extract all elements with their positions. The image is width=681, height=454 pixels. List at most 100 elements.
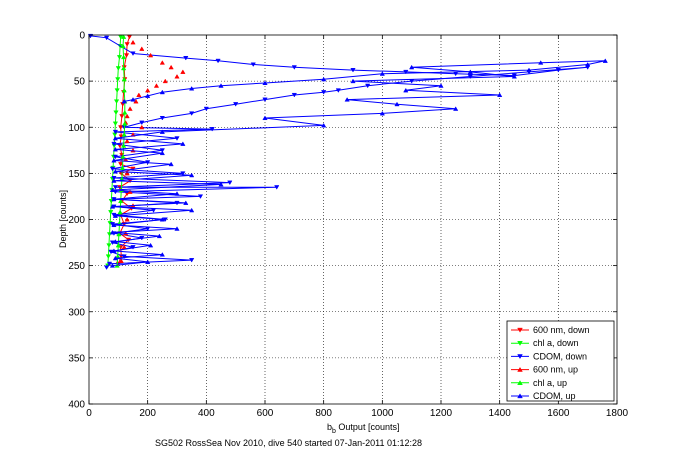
data-point — [111, 141, 117, 147]
data-point — [189, 207, 195, 213]
legend: 600 nm, down chl a, down CDOM, down 600 nm,… — [506, 320, 615, 402]
x-tick-label: 600 — [257, 408, 274, 419]
legend-marker — [517, 327, 523, 333]
data-point — [538, 60, 544, 65]
data-point — [403, 87, 409, 93]
data-point — [111, 222, 117, 228]
data-point — [291, 92, 297, 98]
data-point — [156, 233, 163, 239]
data-point — [116, 231, 122, 237]
x-tick-label: 800 — [315, 408, 332, 419]
x-tick-label: 200 — [139, 408, 156, 419]
data-point — [118, 162, 124, 167]
x-axis-title-rest: Output [counts] — [336, 422, 400, 432]
data-point — [136, 92, 142, 97]
legend-marker — [517, 354, 523, 360]
data-point — [118, 258, 124, 264]
data-point — [145, 87, 151, 93]
data-point — [115, 77, 121, 82]
data-point — [262, 97, 268, 103]
data-point — [120, 154, 126, 159]
data-point — [113, 99, 120, 104]
legend-label: 600 nm, up — [533, 365, 578, 375]
y-tick-label: 0 — [79, 31, 85, 42]
data-point — [321, 90, 327, 95]
data-point — [124, 42, 130, 47]
legend-label: 600 nm, down — [533, 325, 590, 335]
data-point — [174, 191, 180, 196]
data-point — [189, 86, 195, 91]
data-point — [122, 121, 128, 126]
data-point — [209, 127, 215, 132]
data-point — [112, 129, 119, 135]
x-tick-label: 1400 — [489, 408, 512, 419]
data-point — [218, 83, 224, 88]
data-point — [106, 261, 113, 267]
data-point — [291, 65, 297, 70]
data-point — [115, 66, 121, 71]
data-point — [109, 187, 116, 192]
y-tick-label: 300 — [68, 307, 85, 318]
legend-marker — [517, 366, 523, 372]
data-point — [112, 213, 119, 218]
x-axis-title-subscript: b — [332, 428, 336, 435]
data-point — [111, 196, 117, 202]
data-point — [585, 62, 591, 67]
series-600-nm-up — [118, 39, 186, 264]
data-point — [120, 43, 126, 49]
data-point — [112, 169, 119, 174]
legend-label: CDOM, down — [533, 351, 587, 361]
data-point — [103, 35, 110, 41]
data-point — [111, 178, 117, 183]
data-point — [183, 56, 189, 61]
x-tick-label: 400 — [198, 408, 215, 419]
data-point — [321, 122, 327, 128]
data-point — [127, 189, 133, 194]
data-point — [159, 150, 165, 156]
data-point — [112, 135, 119, 141]
data-point — [602, 58, 608, 63]
data-point — [189, 172, 195, 178]
data-point — [344, 97, 350, 102]
data-point — [119, 114, 125, 119]
data-point — [130, 39, 136, 45]
data-point — [511, 74, 517, 79]
y-tick-label: 350 — [68, 353, 85, 364]
data-point — [147, 242, 154, 248]
data-point — [139, 46, 145, 51]
data-point — [127, 106, 133, 111]
data-point — [403, 69, 409, 75]
x-axis-title: bb Output [counts] — [327, 422, 399, 435]
legend-marker — [517, 341, 523, 346]
data-point — [497, 92, 503, 97]
data-point — [115, 242, 121, 248]
x-axis-title-b: b — [327, 422, 332, 432]
data-point — [365, 83, 371, 89]
series-group — [87, 33, 608, 270]
x-tick-label: 0 — [86, 408, 92, 419]
x-tick-label: 1200 — [430, 408, 453, 419]
data-point — [124, 217, 130, 222]
data-point — [112, 239, 119, 244]
y-axis-title: Depth [counts] — [58, 190, 68, 248]
footer-caption: SG502 RossSea Nov 2010, dive 540 started… — [155, 438, 422, 448]
data-point — [111, 157, 117, 163]
legend-box — [506, 320, 615, 402]
data-point — [124, 138, 130, 144]
data-point — [467, 74, 473, 79]
data-point — [159, 252, 165, 257]
data-point — [109, 263, 116, 268]
data-point — [122, 110, 128, 115]
y-tick-label: 400 — [68, 400, 85, 411]
data-point — [159, 116, 165, 121]
data-point — [112, 154, 119, 160]
data-point — [117, 209, 123, 215]
data-point — [130, 97, 136, 102]
data-point — [111, 175, 117, 181]
data-point — [105, 254, 111, 259]
data-point — [108, 210, 114, 215]
data-point — [123, 53, 130, 58]
data-point — [159, 217, 165, 222]
data-point — [453, 106, 459, 111]
